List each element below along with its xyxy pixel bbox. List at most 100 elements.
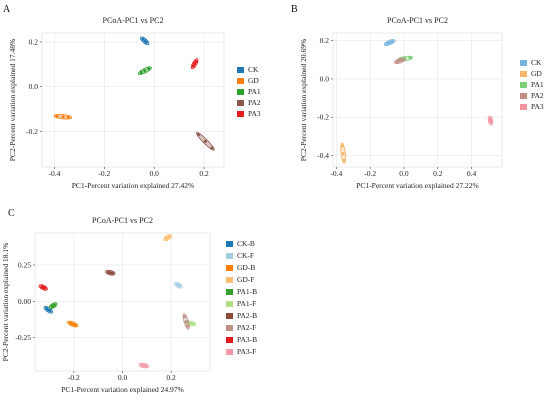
- y-axis-label: PC2-Percent variation explained 18.1%: [1, 243, 10, 362]
- data-point-gd-b: [71, 322, 75, 326]
- legend-swatch-pa3: [520, 104, 527, 110]
- data-point-pa2: [395, 60, 399, 64]
- plot-area: [41, 32, 225, 168]
- data-point-ck-b: [48, 309, 52, 313]
- data-point-pa1: [143, 69, 147, 73]
- chart-panel-1: -0.4 -0.2 0.0 0.2 -0.2 0.0 0.2 PCoA-PC1 vs PC2 P…: [8, 16, 261, 190]
- legend-swatch-pa3-b: [226, 337, 233, 343]
- panel-label-b: B: [291, 4, 298, 15]
- legend-swatch-pa3-f: [226, 349, 233, 355]
- x-tick-label: -0.2: [364, 169, 376, 178]
- data-point-gd-b: [68, 321, 72, 325]
- data-point-pa2: [210, 146, 214, 150]
- data-point-ck: [385, 42, 389, 46]
- y-axis-label: PC2-Percent variation explained 20.69%: [299, 39, 308, 161]
- data-point-pa1: [408, 56, 412, 60]
- legend-label-pa2-f: PA2-F: [237, 323, 256, 332]
- x-tick-label: 0.2: [199, 169, 209, 178]
- data-point-pa2: [197, 133, 201, 137]
- legend-swatch-gd: [237, 78, 244, 84]
- legend-swatch-pa1: [237, 89, 244, 95]
- legend-swatch-gd-b: [226, 265, 233, 271]
- data-point-pa1: [139, 71, 143, 75]
- legend-label-pa2: PA2: [531, 91, 544, 100]
- y-tick-label: -0.25: [15, 333, 31, 342]
- chart-title: PCoA-PC1 vs PC2: [387, 16, 448, 25]
- legend-swatch-ck: [520, 60, 527, 66]
- legend-swatch-gd: [520, 71, 527, 77]
- legend-label-gd-f: GD-F: [237, 275, 255, 284]
- data-point-pa3: [191, 64, 195, 68]
- chart-panel-2: -0.4 -0.2 0.0 0.2 0.4 -0.4 -0.2 0.0 0.2 PCoA-PC1 …: [299, 16, 544, 190]
- data-point-gd: [55, 114, 59, 118]
- data-point-ck: [390, 39, 394, 43]
- legend-swatch-ck-b: [226, 241, 233, 247]
- data-point-pa3-f: [144, 364, 148, 368]
- y-tick-label: -0.2: [317, 113, 329, 122]
- legend-swatch-pa2: [520, 93, 527, 99]
- data-point-pa2-f: [183, 315, 187, 319]
- plot-area: [332, 32, 503, 168]
- chart-title: PCoA-PC1 vs PC2: [92, 216, 153, 225]
- legend-label-ck: CK: [531, 58, 542, 67]
- legend-label-pa1-f: PA1-F: [237, 299, 256, 308]
- y-tick-label: 0.25: [18, 260, 31, 269]
- data-point-pa3: [489, 120, 493, 124]
- y-tick-label: 0.0: [320, 74, 330, 83]
- legend-label-pa3: PA3: [248, 109, 261, 118]
- data-point-ck: [144, 40, 148, 44]
- legend-swatch-pa3: [237, 111, 244, 117]
- data-point-pa3-b: [43, 286, 47, 290]
- x-tick-label: 0.0: [150, 169, 160, 178]
- legend-label-pa1: PA1: [248, 87, 261, 96]
- data-point-gd: [61, 115, 65, 119]
- legend-label-ck-b: CK-B: [237, 239, 255, 248]
- x-tick-label: -0.4: [49, 169, 61, 178]
- y-tick-label: 0.2: [320, 36, 330, 45]
- data-point-pa2: [400, 58, 404, 62]
- y-tick-label: -0.4: [317, 151, 329, 160]
- legend-label-pa1-b: PA1-B: [237, 287, 257, 296]
- x-axis-label: PC1-Percent variation explained 27.42%: [72, 181, 194, 190]
- legend-label-ck: CK: [248, 65, 259, 74]
- legend-label-gd: GD: [248, 76, 259, 85]
- data-point-pa2: [203, 139, 207, 143]
- x-axis-label: PC1-Percent variation explained 24.97%: [61, 385, 183, 394]
- legend-label-pa3-b: PA3-B: [237, 335, 257, 344]
- legend-swatch-gd-f: [226, 277, 233, 283]
- legend-label-gd-b: GD-B: [237, 263, 255, 272]
- legend-swatch-pa1-b: [226, 289, 233, 295]
- data-point-pa1-f: [191, 322, 195, 326]
- y-tick-label: 0.0: [29, 82, 39, 91]
- data-point-pa1-f: [189, 321, 193, 325]
- y-axis-label: PC2-Percent variation explained 17.48%: [8, 39, 17, 161]
- chart-panel-3: -0.2 0.0 0.2 -0.25 0.00 0.25 PCoA-PC1 vs PC2 PC…: [1, 216, 257, 394]
- data-point-pa1-b: [52, 303, 56, 307]
- legend-swatch-ck: [237, 67, 244, 73]
- data-point-pa1: [147, 67, 151, 71]
- legend-swatch-pa2-b: [226, 313, 233, 319]
- x-tick-label: 0.0: [118, 373, 128, 382]
- x-axis-label: PC1-Percent variation explained 27.22%: [356, 181, 478, 190]
- x-tick-label: -0.2: [98, 169, 110, 178]
- legend-label-ck-f: CK-F: [237, 251, 254, 260]
- data-point-gd-b: [73, 323, 77, 327]
- legend-swatch-pa1: [520, 82, 527, 88]
- data-point-gd: [340, 144, 344, 148]
- legend-label-pa1: PA1: [531, 80, 544, 89]
- legend-swatch-pa1-f: [226, 301, 233, 307]
- y-tick-label: -0.2: [26, 127, 38, 136]
- chart-title: PCoA-PC1 vs PC2: [103, 16, 164, 25]
- data-point-gd-f: [167, 235, 171, 239]
- data-point-gd: [66, 115, 70, 119]
- legend-label-pa3-f: PA3-F: [237, 347, 256, 356]
- panel-label-c: C: [8, 208, 15, 219]
- x-tick-label: -0.2: [68, 373, 80, 382]
- x-tick-label: 0.0: [399, 169, 409, 178]
- x-tick-label: 0.4: [467, 169, 477, 178]
- data-point-pa2-f: [184, 320, 188, 324]
- data-point-gd: [342, 158, 346, 162]
- legend-label-pa2: PA2: [248, 98, 261, 107]
